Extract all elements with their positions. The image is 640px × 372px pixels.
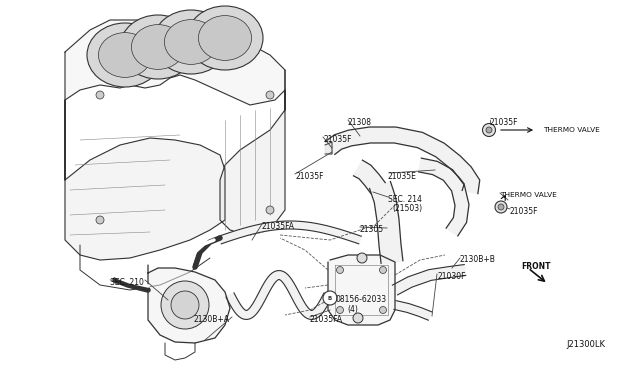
Polygon shape: [65, 20, 285, 105]
Text: 2130B+A: 2130B+A: [193, 315, 229, 324]
Circle shape: [486, 127, 492, 133]
Polygon shape: [392, 264, 466, 295]
Text: 21035FA: 21035FA: [310, 315, 343, 324]
Circle shape: [353, 313, 363, 323]
Circle shape: [498, 204, 504, 210]
Circle shape: [323, 291, 337, 305]
Polygon shape: [394, 301, 431, 320]
Circle shape: [266, 91, 274, 99]
Circle shape: [96, 91, 104, 99]
Circle shape: [357, 253, 367, 263]
Text: 21035F: 21035F: [323, 135, 351, 144]
Text: 21308: 21308: [348, 118, 372, 127]
Text: 21035E: 21035E: [388, 172, 417, 181]
Polygon shape: [219, 221, 361, 244]
Text: 21035F: 21035F: [295, 172, 323, 181]
Text: THERMO VALVE: THERMO VALVE: [500, 192, 557, 198]
Ellipse shape: [120, 15, 196, 79]
Text: 21035F: 21035F: [490, 118, 518, 127]
Ellipse shape: [153, 10, 229, 74]
Circle shape: [161, 281, 209, 329]
Polygon shape: [226, 270, 332, 320]
Text: (21503): (21503): [392, 204, 422, 213]
Polygon shape: [369, 182, 403, 263]
Circle shape: [380, 266, 387, 273]
Text: 2130B+B: 2130B+B: [460, 255, 496, 264]
Ellipse shape: [87, 23, 163, 87]
Polygon shape: [325, 127, 480, 193]
Polygon shape: [328, 255, 395, 325]
Circle shape: [266, 206, 274, 214]
Text: FRONT: FRONT: [521, 262, 550, 271]
Ellipse shape: [131, 25, 184, 70]
Polygon shape: [353, 160, 385, 193]
Polygon shape: [220, 70, 285, 235]
Text: B: B: [328, 295, 332, 301]
Ellipse shape: [198, 16, 252, 60]
Polygon shape: [325, 142, 332, 154]
Text: THERMO VALVE: THERMO VALVE: [543, 127, 600, 133]
Circle shape: [380, 307, 387, 314]
Circle shape: [96, 216, 104, 224]
Circle shape: [483, 124, 495, 137]
Circle shape: [337, 266, 344, 273]
Ellipse shape: [187, 6, 263, 70]
Text: SEC. 214: SEC. 214: [388, 195, 422, 204]
Text: J21300LK: J21300LK: [566, 340, 605, 349]
Text: 21035F: 21035F: [510, 207, 538, 216]
Polygon shape: [419, 158, 469, 236]
Circle shape: [495, 201, 507, 213]
Text: 08156-62033: 08156-62033: [335, 295, 386, 304]
Text: SEC. 210: SEC. 210: [110, 278, 144, 287]
Text: (4): (4): [347, 305, 358, 314]
Polygon shape: [65, 100, 225, 260]
Text: 21305: 21305: [360, 225, 384, 234]
Text: 21030F: 21030F: [437, 272, 465, 281]
Text: 21035FA: 21035FA: [262, 222, 295, 231]
Ellipse shape: [99, 33, 152, 77]
Circle shape: [171, 291, 199, 319]
Polygon shape: [148, 265, 230, 343]
Ellipse shape: [164, 20, 218, 64]
Circle shape: [337, 307, 344, 314]
